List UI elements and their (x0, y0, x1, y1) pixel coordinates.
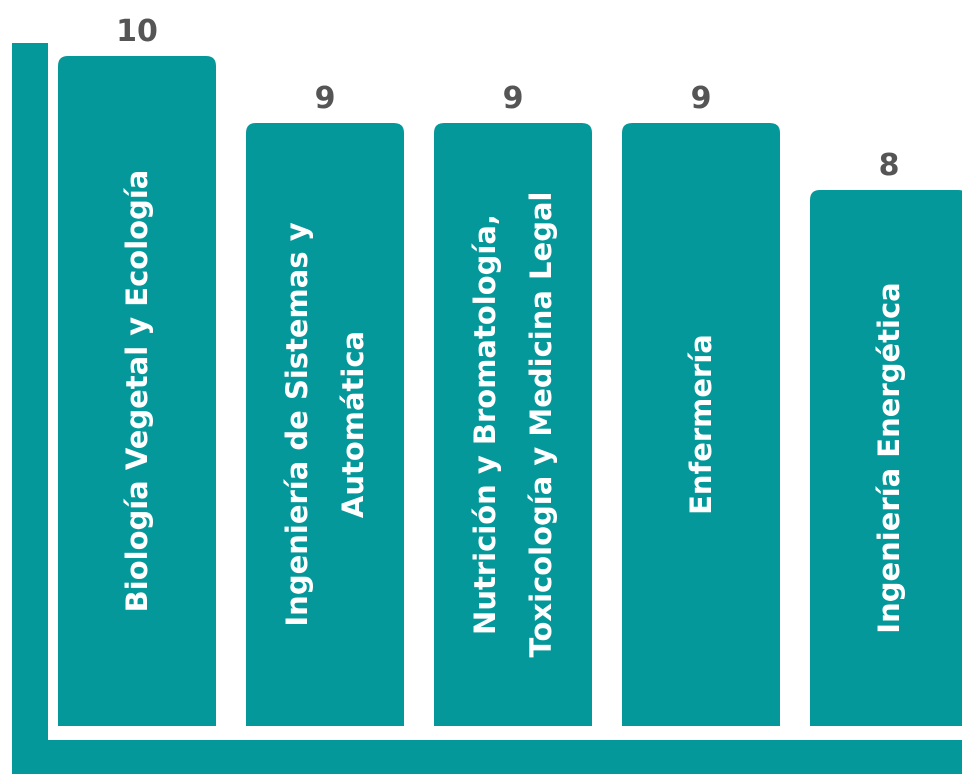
x-axis-line (12, 740, 962, 774)
bar-category-label: Ingeniería Energética (872, 282, 906, 633)
bar-value-label: 8 (879, 148, 900, 183)
bar-value-label: 9 (315, 81, 336, 116)
bar-category-label: Toxicología y Medicina Legal (524, 192, 558, 658)
bars-layer: 10 Biología Vegetal y Ecología 9 Ingeniería… (58, 14, 962, 726)
bar-value-label: 10 (116, 14, 158, 49)
bar-category-label: Ingeniería de Sistemas y (280, 222, 314, 626)
bar (622, 123, 780, 726)
y-axis-line (12, 43, 48, 774)
bar-value-label: 9 (691, 81, 712, 116)
bar-category-label: Enfermería (684, 334, 718, 515)
bar-category-label: Biología Vegetal y Ecología (120, 170, 154, 613)
bar (434, 123, 592, 726)
bar-category-label: Nutrición y Bromatología, (468, 214, 502, 635)
bar (810, 190, 962, 726)
bar (58, 56, 216, 726)
bar-category-label: Automática (336, 331, 370, 518)
bar-value-label: 9 (503, 81, 524, 116)
bar (246, 123, 404, 726)
